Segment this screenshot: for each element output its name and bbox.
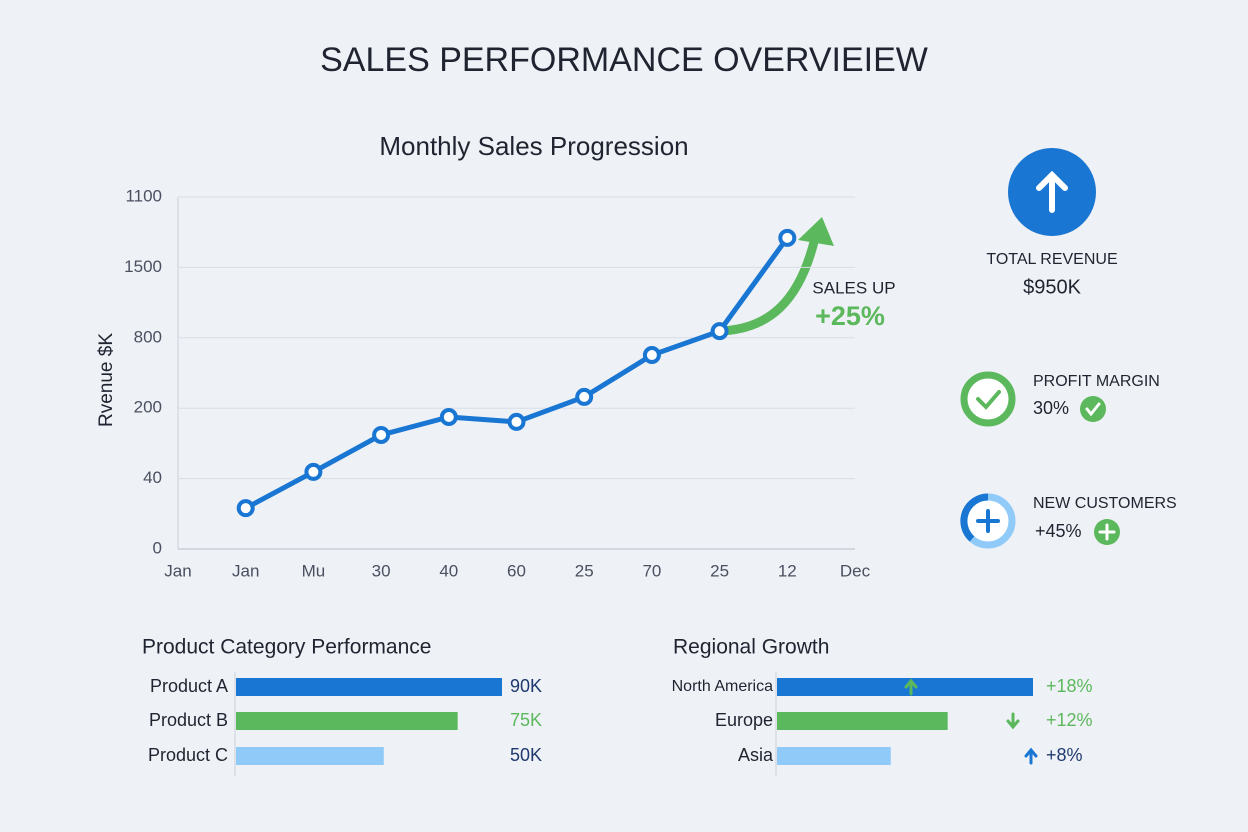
- value-label: +18%: [1046, 676, 1093, 696]
- bar: [236, 712, 458, 730]
- trend-arrow-head: [798, 217, 834, 246]
- data-point: [236, 499, 255, 518]
- trend-arrow: [1024, 747, 1038, 765]
- y-tick-label: 1100: [125, 186, 162, 205]
- annotation-value: +25%: [815, 301, 885, 331]
- y-tick-label: 200: [134, 398, 162, 417]
- data-point: [507, 412, 526, 431]
- category-label: Product A: [150, 676, 228, 696]
- y-tick-label: 0: [153, 538, 162, 557]
- x-tick-label: 25: [710, 561, 729, 580]
- x-tick-label: 60: [507, 561, 526, 580]
- data-point: [642, 346, 661, 365]
- plus-icon: [1098, 523, 1116, 541]
- trend-arrow: [1006, 712, 1020, 730]
- x-tick-label: Jan: [164, 561, 191, 580]
- check-badge: [1080, 396, 1106, 422]
- chart-title: Monthly Sales Progression: [379, 131, 688, 161]
- trend-arrow: [717, 236, 820, 336]
- value-label: 90K: [510, 676, 542, 696]
- value-label: 75K: [510, 710, 542, 730]
- category-label: Europe: [715, 710, 773, 730]
- bar: [236, 747, 384, 765]
- profit-icon: [960, 371, 1016, 427]
- annotation: SALES UP: [812, 278, 895, 297]
- bar: [236, 678, 502, 696]
- category-label: Asia: [738, 745, 774, 765]
- line-series: [244, 236, 790, 511]
- x-tick-label: Dec: [840, 561, 871, 580]
- category-label: North America: [672, 678, 773, 695]
- page-title: SALES PERFORMANCE OVERVIEIEW: [320, 41, 928, 79]
- kpi-value: 30%: [1033, 398, 1069, 418]
- bar: [777, 747, 891, 765]
- data-point: [439, 408, 458, 426]
- kpi-label: PROFIT MARGIN: [1033, 373, 1160, 390]
- x-tick-label: Jan: [232, 561, 259, 580]
- check-icon: [976, 390, 1001, 410]
- y-tick-label: 1500: [124, 257, 162, 276]
- data-point: [575, 387, 594, 406]
- x-tick-label: Mu: [302, 561, 326, 580]
- kpi-value: +45%: [1035, 521, 1082, 541]
- y-tick-label: 800: [134, 327, 162, 346]
- data-point: [710, 322, 729, 341]
- chart-title: Product Category Performance: [142, 636, 431, 659]
- check-icon: [1085, 402, 1101, 417]
- x-tick-label: 25: [575, 561, 594, 580]
- trend-arrow: [351, 712, 365, 730]
- up-arrow-icon: [1036, 170, 1068, 213]
- category-label: Product B: [149, 710, 228, 730]
- data-point: [372, 425, 391, 444]
- trend-arrow: [904, 678, 918, 696]
- kpi-label: TOTAL REVENUE: [986, 251, 1117, 268]
- value-label: +8%: [1046, 745, 1083, 765]
- plus-icon: [976, 509, 1000, 533]
- data-point: [778, 228, 797, 247]
- bar: [777, 712, 948, 730]
- x-tick-label: 70: [642, 561, 661, 580]
- x-tick-label: 30: [372, 561, 391, 580]
- value-label: 50K: [510, 745, 542, 765]
- value-label: +12%: [1046, 710, 1093, 730]
- category-label: Product C: [148, 745, 228, 765]
- kpi-label: NEW CUSTOMERS: [1033, 495, 1177, 512]
- y-axis-label: Rvenue $K: [96, 333, 117, 427]
- chart-title: Regional Growth: [673, 636, 829, 659]
- data-point: [304, 462, 323, 481]
- customers-ring: [960, 493, 989, 542]
- kpi-value: $950K: [1023, 276, 1081, 298]
- y-tick-label: 40: [143, 468, 162, 487]
- x-tick-label: 12: [778, 561, 797, 580]
- x-tick-label: 40: [439, 561, 458, 580]
